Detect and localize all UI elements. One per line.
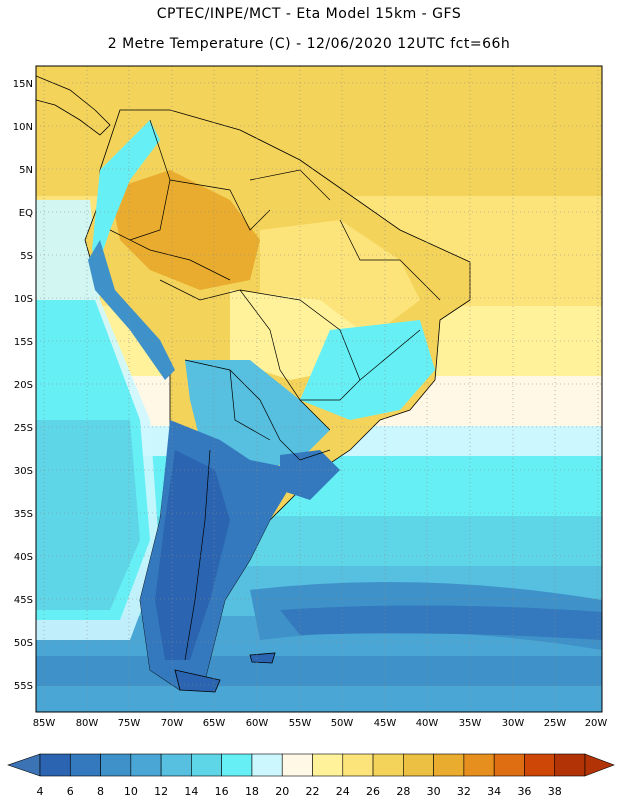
colorbar-swatch [160, 753, 192, 777]
colorbar-swatch [433, 753, 465, 777]
colorbar-swatch [372, 753, 404, 777]
lon-label: 70W [161, 718, 184, 729]
lat-label: 40S [14, 552, 33, 563]
lat-label: EQ [19, 208, 33, 219]
colorbar-swatch [403, 753, 434, 777]
colorbar-label: 28 [396, 785, 410, 798]
colorbar-swatch [251, 753, 283, 777]
colorbar-swatch [342, 753, 374, 777]
colorbar-swatch [554, 753, 586, 777]
lon-label: 65W [203, 718, 226, 729]
colorbar-label: 12 [154, 785, 168, 798]
lat-label: 50S [14, 638, 33, 649]
colorbar-swatch [191, 753, 222, 777]
colorbar-swatch [312, 753, 344, 777]
colorbar-label: 20 [275, 785, 289, 798]
colorbar-label: 4 [37, 785, 44, 798]
colorbar: 4 6 8 10 12 14 16 18 20 22 24 26 28 30 32 34 36 38 [7, 753, 615, 798]
lon-label: 45W [374, 718, 397, 729]
colorbar-label: 32 [457, 785, 471, 798]
lat-label: 15N [13, 79, 33, 90]
colorbar-label: 34 [487, 785, 501, 798]
colorbar-label: 30 [427, 785, 441, 798]
colorbar-label: 10 [124, 785, 138, 798]
colorbar-swatch [281, 753, 313, 777]
lat-label: 20S [14, 380, 33, 391]
lat-label: 30S [14, 466, 33, 477]
lon-label: 50W [331, 718, 354, 729]
colorbar-swatch [69, 753, 101, 777]
colorbar-label: 14 [184, 785, 198, 798]
lon-label: 60W [246, 718, 269, 729]
lat-label: 35S [14, 509, 33, 520]
lon-label: 55W [289, 718, 312, 729]
longitude-labels: 85W 80W 75W 70W 65W 60W 55W 50W 45W 40W … [33, 718, 608, 729]
lon-label: 80W [76, 718, 99, 729]
temperature-field [36, 66, 602, 712]
colorbar-label: 6 [67, 785, 74, 798]
colorbar-left-arrow [7, 753, 41, 777]
lon-label: 30W [502, 718, 525, 729]
colorbar-swatch [39, 753, 71, 777]
lat-label: 55S [14, 681, 33, 692]
lat-label: 5S [20, 251, 33, 262]
map-frame [35, 65, 603, 713]
lon-label: 40W [416, 718, 439, 729]
lat-label: 45S [14, 595, 33, 606]
colorbar-swatch [463, 753, 495, 777]
lat-label: 25S [14, 423, 33, 434]
lat-label: 10S [14, 294, 33, 305]
latitude-labels: 15N 10N 5N EQ 5S 10S 15S 20S 25S 30S 35S… [13, 79, 33, 692]
colorbar-label: 36 [517, 785, 531, 798]
lon-label: 20W [585, 718, 608, 729]
colorbar-label: 16 [215, 785, 229, 798]
colorbar-label: 26 [366, 785, 380, 798]
lat-label: 10N [13, 122, 33, 133]
colorbar-swatch [524, 753, 556, 777]
colorbar-label: 38 [548, 785, 562, 798]
colorbar-swatch [100, 753, 132, 777]
lat-label: 5N [19, 165, 33, 176]
colorbar-swatch [130, 753, 162, 777]
colorbar-right-arrow [584, 753, 615, 777]
lon-label: 35W [459, 718, 482, 729]
colorbar-label: 24 [336, 785, 350, 798]
lon-label: 75W [118, 718, 141, 729]
colorbar-swatch [493, 753, 525, 777]
lat-label: 15S [14, 337, 33, 348]
colorbar-label: 8 [97, 785, 104, 798]
map-title-line2: 2 Metre Temperature (C) - 12/06/2020 12U… [107, 36, 511, 52]
lon-label: 25W [544, 718, 567, 729]
lon-label: 85W [33, 718, 56, 729]
map-title-line1: CPTEC/INPE/MCT - Eta Model 15km - GFS [156, 6, 462, 22]
colorbar-label: 22 [306, 785, 320, 798]
colorbar-swatch [221, 753, 253, 777]
colorbar-label: 18 [245, 785, 259, 798]
